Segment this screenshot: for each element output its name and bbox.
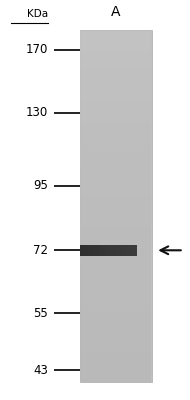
Bar	[80, 245, 137, 256]
Text: 43: 43	[33, 364, 48, 377]
Text: 170: 170	[25, 44, 48, 56]
Text: 95: 95	[33, 179, 48, 192]
Bar	[80, 30, 152, 382]
Text: A: A	[111, 5, 120, 19]
Text: KDa: KDa	[27, 10, 48, 20]
Text: 130: 130	[26, 106, 48, 119]
Text: 55: 55	[33, 306, 48, 320]
Text: 72: 72	[33, 244, 48, 257]
